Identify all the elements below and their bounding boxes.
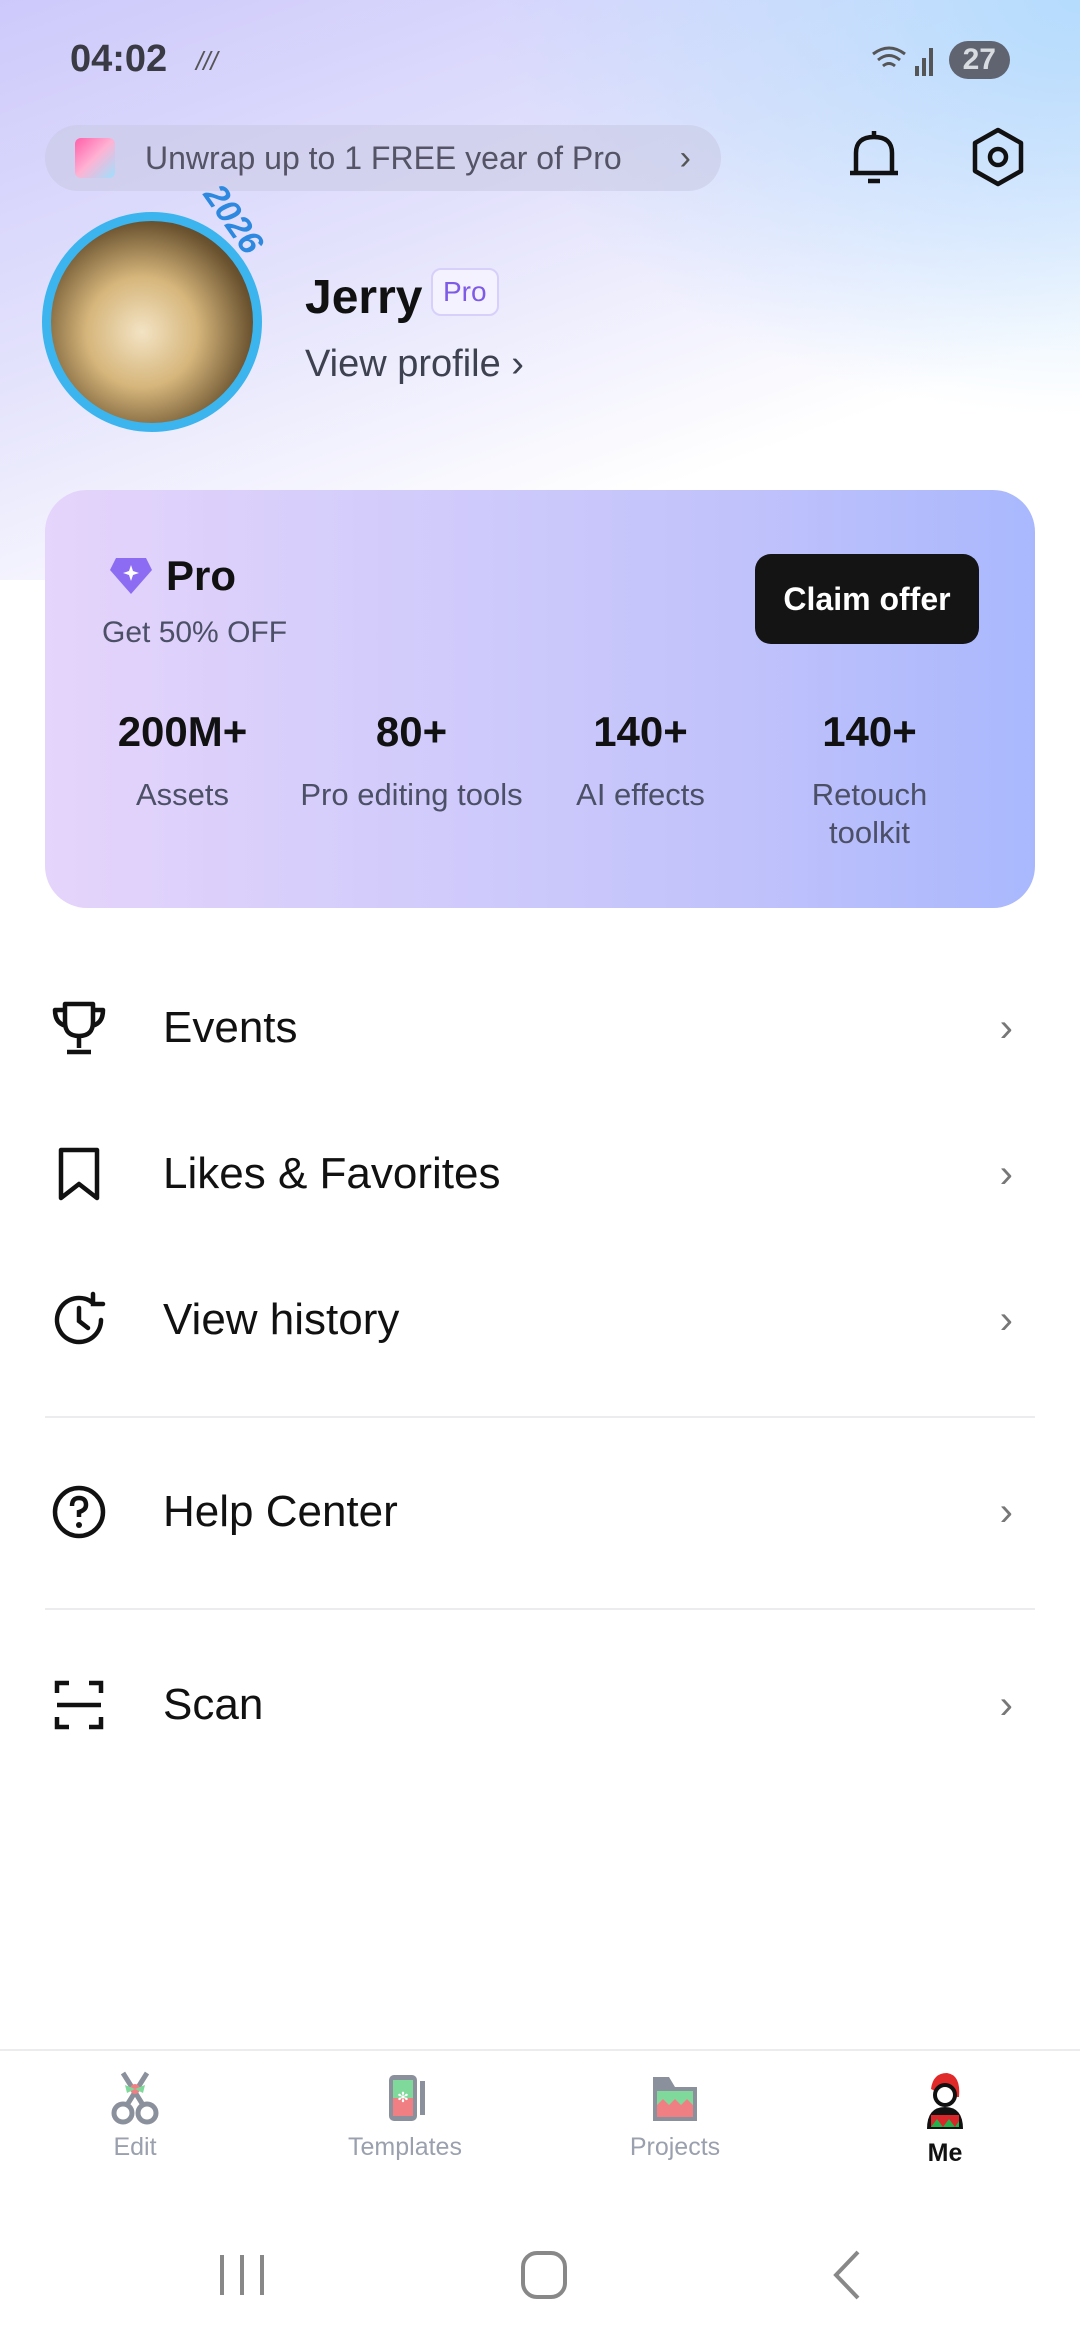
menu-item-scan[interactable]: Scan › (45, 1650, 1035, 1760)
nav-me[interactable]: Me (810, 2051, 1080, 2179)
user-name: Jerry (305, 271, 423, 324)
stat-label: Retouch toolkit (811, 777, 928, 850)
stat-value: 140+ (593, 708, 688, 755)
bookmark-icon (58, 1147, 100, 1201)
menu-label: View history (163, 1295, 400, 1344)
user-santa-icon (927, 2073, 963, 2129)
stat-value: 140+ (822, 708, 917, 755)
battery-indicator: 27 (948, 41, 1010, 79)
pro-card: Pro Get 50% OFF Claim offer 200M+ Assets … (45, 490, 1035, 908)
nav-projects[interactable]: Projects (540, 2051, 810, 2179)
settings-icon[interactable] (966, 125, 1030, 189)
stat-item: 200M+ Assets (68, 708, 297, 852)
gift-icon (75, 138, 115, 178)
divider (45, 1608, 1035, 1610)
nav-label: Me (927, 2139, 963, 2167)
menu-label: Events (163, 1003, 298, 1052)
stat-value: 200M+ (117, 708, 248, 755)
stat-label: AI effects (576, 777, 705, 812)
nav-label: Edit (113, 2133, 157, 2161)
chevron-right-icon: › (679, 138, 691, 177)
pro-card-title: Pro (108, 552, 236, 600)
avatar[interactable] (42, 212, 262, 432)
history-icon (54, 1291, 106, 1345)
chevron-right-icon: › (999, 1297, 1013, 1342)
help-icon (52, 1485, 106, 1539)
folder-icon (653, 2077, 697, 2121)
pro-badge: Pro (431, 268, 499, 316)
diamond-icon (110, 558, 152, 594)
stat-item: 80+ Pro editing tools (297, 708, 526, 852)
divider (45, 1416, 1035, 1418)
menu-item-help-center[interactable]: Help Center › (45, 1457, 1035, 1567)
chevron-right-icon: › (999, 1682, 1013, 1727)
templates-icon: ✻ (389, 2075, 425, 2121)
pro-card-subtitle: Get 50% OFF (102, 616, 288, 649)
stat-item: 140+ Retouch toolkit (755, 708, 984, 852)
menu-item-events[interactable]: Events › (45, 973, 1035, 1083)
menu-item-likes-favorites[interactable]: Likes & Favorites › (45, 1119, 1035, 1229)
status-notification-icon: /// (196, 46, 218, 76)
menu-label: Help Center (163, 1487, 398, 1536)
stat-item: 140+ AI effects (526, 708, 755, 852)
nav-label: Projects (629, 2133, 721, 2161)
chevron-right-icon: › (999, 1005, 1013, 1050)
stat-label: Assets (135, 777, 230, 812)
status-icons: 27 (869, 40, 1010, 80)
menu-label: Scan (163, 1680, 264, 1729)
wifi-signal-icon (871, 46, 933, 76)
back-button[interactable] (833, 2250, 860, 2300)
claim-offer-button[interactable]: Claim offer (755, 554, 979, 644)
nav-templates[interactable]: ✻ Templates (270, 2051, 540, 2179)
bottom-nav: Edit ✻ Templates Projects Me (0, 2049, 1080, 2179)
stat-value: 80+ (375, 708, 448, 755)
status-time: 04:02 (70, 38, 168, 80)
stat-label: Pro editing tools (300, 777, 523, 812)
svg-text:✻: ✻ (397, 2089, 409, 2105)
promo-banner[interactable]: Unwrap up to 1 FREE year of Pro › (45, 125, 721, 191)
nav-label: Templates (348, 2133, 462, 2161)
promo-text: Unwrap up to 1 FREE year of Pro (145, 139, 622, 176)
menu-item-view-history[interactable]: View history › (45, 1265, 1035, 1375)
chevron-right-icon: › (999, 1489, 1013, 1534)
home-button[interactable] (521, 2251, 567, 2299)
view-profile-link[interactable]: View profile › (305, 343, 524, 385)
menu-label: Likes & Favorites (163, 1149, 501, 1198)
pro-card-title-text: Pro (166, 552, 237, 599)
scan-icon (54, 1680, 104, 1730)
bell-icon[interactable] (842, 125, 906, 189)
pro-stats: 200M+ Assets 80+ Pro editing tools 140+ AI … (45, 708, 1035, 852)
scissors-icon (111, 2071, 159, 2125)
chevron-right-icon: › (999, 1151, 1013, 1196)
recent-apps-button[interactable] (220, 2255, 264, 2295)
system-nav-bar (220, 2250, 860, 2300)
trophy-icon (52, 1001, 106, 1055)
nav-edit[interactable]: Edit (0, 2051, 270, 2179)
